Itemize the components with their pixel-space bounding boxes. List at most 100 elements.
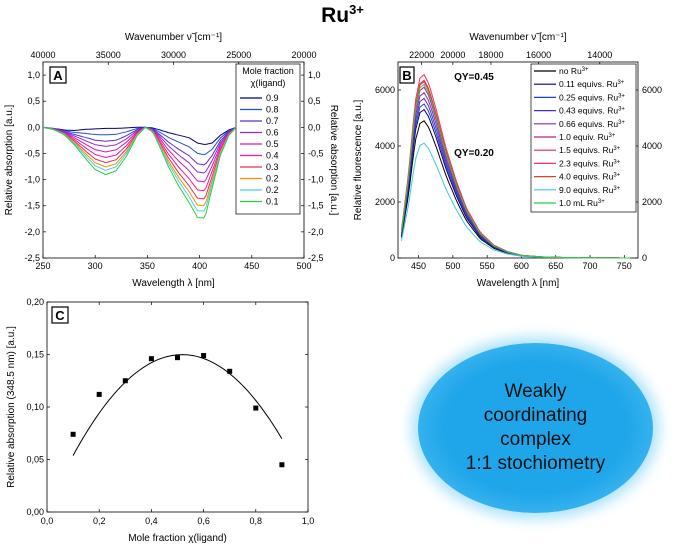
panel-b-xtick-label: 700 xyxy=(582,261,597,271)
panel-c-frame xyxy=(46,301,309,513)
panel-a-label-box xyxy=(49,66,67,84)
panel-b-legend-superscript: 3+ xyxy=(613,146,620,152)
panel-c-xtick-label: 1,0 xyxy=(302,516,315,526)
panel-b-xtick-label: 500 xyxy=(445,261,460,271)
panel-c-data-point xyxy=(227,368,233,374)
panel-a-legend-label: 0.6 xyxy=(266,128,279,138)
panel-b-legend-superscript: 3+ xyxy=(598,199,605,205)
panel-a-legend-label: 0.7 xyxy=(266,116,279,126)
panel-c-xtick-label: 0,8 xyxy=(250,516,263,526)
panel-c-ytick-label: 0,20 xyxy=(26,297,44,307)
panel-b-legend-superscript: 3+ xyxy=(618,107,625,113)
panel-b-y-axis-label: Relative fluorescence [a.u.] xyxy=(353,99,364,220)
panel-a-xtick-label: 400 xyxy=(192,261,207,271)
panel-a-top-tick-label: 25000 xyxy=(226,50,251,60)
panel-b-label-box xyxy=(399,66,415,84)
panel-a-xtick-label: 500 xyxy=(296,261,311,271)
panel-a-legend-title: Mole fraction xyxy=(242,66,294,76)
panel-a-top-tick-label: 30000 xyxy=(161,50,186,60)
panel-a-label: A xyxy=(53,68,63,83)
panel-b-top-tick-label: 16000 xyxy=(526,50,551,60)
panel-c-data-point xyxy=(279,462,285,468)
panel-b-ytick-label: 2000 xyxy=(375,197,395,207)
panel-a-ytick-label-right: -1,0 xyxy=(308,175,324,185)
panel-a-ytick-label: -0,5 xyxy=(24,148,40,158)
panel-a-legend-subtitle: χ(ligand) xyxy=(251,78,286,88)
panel-c-data-point xyxy=(70,431,76,437)
panel-a-legend-label: 0.2 xyxy=(266,185,279,195)
panel-a-top-tick-label: 20000 xyxy=(291,50,316,60)
panel-a-ytick-label: 0,0 xyxy=(27,122,40,132)
panel-c-data-point xyxy=(201,353,207,359)
panel-a-ytick-label: 0,5 xyxy=(27,96,40,106)
panel-a-xtick-label: 350 xyxy=(140,261,155,271)
panel-a-ytick-label-right: -0,5 xyxy=(308,148,324,158)
callout-line-4: 1:1 stochiometry xyxy=(465,453,606,474)
panel-a-legend-label: 0.4 xyxy=(266,151,279,161)
callout-oval: Weakly coordinating complex 1:1 stochiom… xyxy=(418,343,653,513)
panel-a-legend-label: 0.8 xyxy=(266,105,279,115)
panel-a-ytick-label: -2,0 xyxy=(24,227,40,237)
panel-a-legend-label: 0.2 xyxy=(266,174,279,184)
panel-a-series-line xyxy=(42,126,236,183)
panel-b-x-axis-label: Wavelength λ [nm] xyxy=(477,278,560,289)
panel-b-legend-superscript: 3+ xyxy=(613,186,620,192)
panel-b-xtick-label: 450 xyxy=(411,261,426,271)
panel-b-legend-superscript: 3+ xyxy=(613,159,620,165)
panel-a-top-tick-label: 35000 xyxy=(96,50,121,60)
panel-a-x-axis-label: Wavelength λ [nm] xyxy=(132,278,215,289)
panel-a-ytick-label-right: -2,0 xyxy=(308,227,324,237)
figure-title: Ru3+ xyxy=(321,2,364,27)
panel-b-xtick-label: 550 xyxy=(480,261,495,271)
callout-line-3: complex xyxy=(500,429,571,450)
panel-b-annotation-qy-low: QY=0.20 xyxy=(454,148,494,159)
panel-a-legend-box xyxy=(235,63,301,215)
panel-b-legend-label: 0.66 equivs. Ru3+ xyxy=(559,119,625,129)
panel-c-label: C xyxy=(55,308,65,323)
panel-b-legend-superscript: 3+ xyxy=(582,67,589,73)
panel-b-ytick-label: 0 xyxy=(390,253,395,263)
panel-b-legend-box xyxy=(530,63,637,213)
panel-c-data-point xyxy=(122,378,128,384)
panel-b-ytick-label: 4000 xyxy=(375,141,395,151)
panel-b-legend-label: 0.11 equivs. Ru3+ xyxy=(559,79,625,89)
panel-c-y-axis-label: Relative absorption (348.5 nm) [a.u.] xyxy=(6,326,17,488)
panel-b-legend-superscript: 3+ xyxy=(618,93,625,99)
panel-b-top-tick-label: 14000 xyxy=(587,50,612,60)
panel-b-legend-label: no Ru3+ xyxy=(559,66,589,76)
panel-a-ytick-label-right: -2,5 xyxy=(308,253,324,263)
panel-a-series-line xyxy=(42,126,236,156)
panel-b-frame xyxy=(397,61,639,259)
panel-c-data-point xyxy=(253,405,259,411)
panel-b-legend-label: 2.3 equivs. Ru3+ xyxy=(559,158,621,168)
panel-c-ytick-label: 0,00 xyxy=(26,507,44,517)
panel-b-ytick-label-right: 6000 xyxy=(642,85,662,95)
callout-line-1: Weakly xyxy=(504,381,567,402)
panel-b-legend-superscript: 3+ xyxy=(617,80,624,86)
panel-b-legend-superscript: 3+ xyxy=(608,133,615,139)
panel-b-xtick-label: 650 xyxy=(548,261,563,271)
panel-a-ytick-label-right: -1,5 xyxy=(308,201,324,211)
panel-c-xtick-label: 0,6 xyxy=(197,516,210,526)
panel-b-ytick-label-right: 2000 xyxy=(642,197,662,207)
panel-a-right-y-axis-label: Relative absorption [a.u.] xyxy=(328,105,339,216)
panel-b-legend-superscript: 3+ xyxy=(613,173,620,179)
panel-a-legend-label: 0.9 xyxy=(266,93,279,103)
panel-c-x-axis-label: Mole fraction χ(ligand) xyxy=(128,533,227,544)
panel-c-ytick-label: 0,10 xyxy=(26,402,44,412)
panel-b-series-line xyxy=(400,83,630,259)
panel-a-xtick-label: 250 xyxy=(35,261,50,271)
panel-a-ytick-label-right: 0,0 xyxy=(308,122,321,132)
panel-b-label: B xyxy=(402,68,411,83)
panel-a-top-tick-label: 40000 xyxy=(30,50,55,60)
panel-c-fit-curve xyxy=(72,354,283,456)
panel-a-y-axis-label: Relative absorption [a.u.] xyxy=(4,104,15,215)
panel-c-label-box xyxy=(51,306,69,324)
panel-a-ytick-label-right: 0,5 xyxy=(308,96,321,106)
panel-b-top-tick-label: 20000 xyxy=(440,50,465,60)
panel-c-data-point xyxy=(96,391,102,397)
panel-c-xtick-label: 0,2 xyxy=(93,516,106,526)
panel-a-top-axis-label: Wavenumber ν̃ [cm⁻¹] xyxy=(125,32,222,43)
panel-b-xtick-label: 600 xyxy=(514,261,529,271)
panel-a-ytick-label: 1,0 xyxy=(27,70,40,80)
